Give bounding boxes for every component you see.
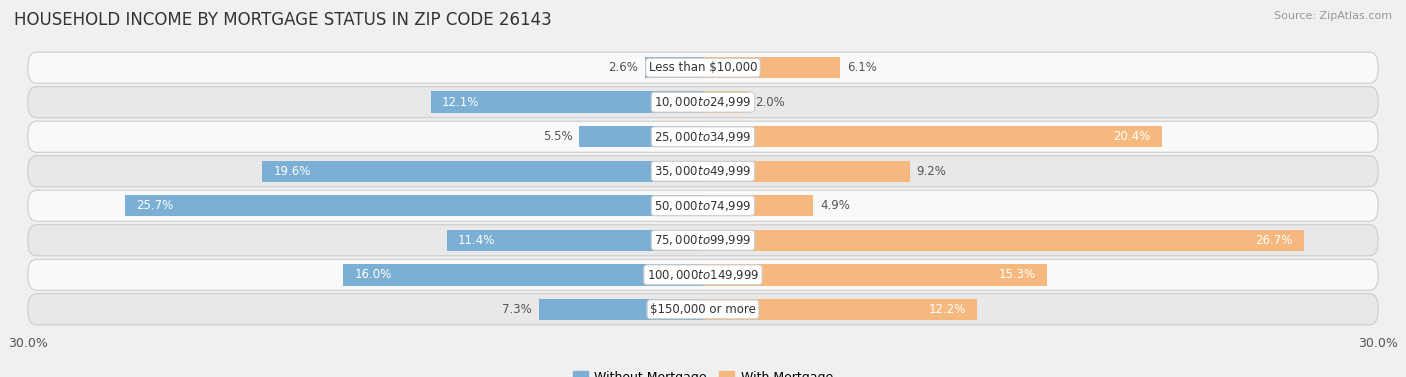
Legend: Without Mortgage, With Mortgage: Without Mortgage, With Mortgage xyxy=(568,366,838,377)
FancyBboxPatch shape xyxy=(28,225,1378,256)
Bar xyxy=(343,264,703,285)
FancyBboxPatch shape xyxy=(28,294,1378,325)
FancyBboxPatch shape xyxy=(28,156,1378,187)
Bar xyxy=(703,161,910,182)
Text: 12.1%: 12.1% xyxy=(441,96,479,109)
Text: 2.6%: 2.6% xyxy=(607,61,638,74)
Text: 26.7%: 26.7% xyxy=(1256,234,1292,247)
Bar xyxy=(538,299,703,320)
Text: $35,000 to $49,999: $35,000 to $49,999 xyxy=(654,164,752,178)
Text: $100,000 to $149,999: $100,000 to $149,999 xyxy=(647,268,759,282)
Bar xyxy=(447,230,703,251)
Text: Source: ZipAtlas.com: Source: ZipAtlas.com xyxy=(1274,11,1392,21)
Text: 4.9%: 4.9% xyxy=(820,199,849,212)
Bar xyxy=(430,92,703,113)
Text: 9.2%: 9.2% xyxy=(917,165,946,178)
Text: $10,000 to $24,999: $10,000 to $24,999 xyxy=(654,95,752,109)
Text: Less than $10,000: Less than $10,000 xyxy=(648,61,758,74)
Bar xyxy=(703,57,841,78)
Text: $50,000 to $74,999: $50,000 to $74,999 xyxy=(654,199,752,213)
Text: 12.2%: 12.2% xyxy=(929,303,966,316)
FancyBboxPatch shape xyxy=(28,190,1378,221)
Text: $25,000 to $34,999: $25,000 to $34,999 xyxy=(654,130,752,144)
Text: 6.1%: 6.1% xyxy=(846,61,877,74)
FancyBboxPatch shape xyxy=(28,259,1378,290)
Text: 16.0%: 16.0% xyxy=(354,268,391,281)
FancyBboxPatch shape xyxy=(28,121,1378,152)
Bar xyxy=(703,92,748,113)
Bar xyxy=(262,161,703,182)
Bar xyxy=(579,126,703,147)
Text: 5.5%: 5.5% xyxy=(543,130,572,143)
Text: $75,000 to $99,999: $75,000 to $99,999 xyxy=(654,233,752,247)
Bar xyxy=(703,126,1161,147)
Bar xyxy=(703,299,977,320)
FancyBboxPatch shape xyxy=(28,52,1378,83)
Text: HOUSEHOLD INCOME BY MORTGAGE STATUS IN ZIP CODE 26143: HOUSEHOLD INCOME BY MORTGAGE STATUS IN Z… xyxy=(14,11,551,29)
Bar xyxy=(703,230,1303,251)
Text: 20.4%: 20.4% xyxy=(1114,130,1150,143)
Text: 25.7%: 25.7% xyxy=(136,199,173,212)
Bar xyxy=(125,195,703,216)
Bar xyxy=(644,57,703,78)
Text: 15.3%: 15.3% xyxy=(998,268,1036,281)
Text: 7.3%: 7.3% xyxy=(502,303,531,316)
Bar xyxy=(703,195,813,216)
Text: $150,000 or more: $150,000 or more xyxy=(650,303,756,316)
Text: 2.0%: 2.0% xyxy=(755,96,785,109)
Text: 11.4%: 11.4% xyxy=(458,234,495,247)
FancyBboxPatch shape xyxy=(28,87,1378,118)
Text: 19.6%: 19.6% xyxy=(273,165,311,178)
Bar xyxy=(703,264,1047,285)
